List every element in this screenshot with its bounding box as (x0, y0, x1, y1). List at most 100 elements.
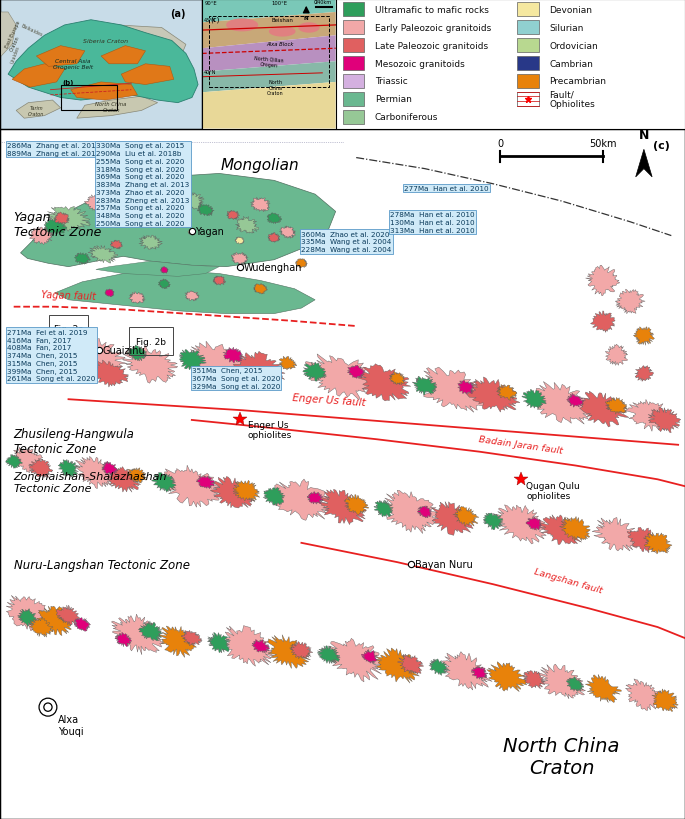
Polygon shape (236, 217, 259, 234)
Polygon shape (108, 467, 141, 492)
Polygon shape (12, 65, 64, 88)
Polygon shape (139, 236, 162, 250)
Polygon shape (96, 262, 219, 277)
Text: Carboniferous: Carboniferous (375, 113, 438, 122)
FancyBboxPatch shape (342, 39, 364, 53)
Polygon shape (526, 517, 541, 531)
Bar (49, 315, 88, 345)
Text: Yagan
Tectonic Zone: Yagan Tectonic Zone (14, 210, 101, 238)
Polygon shape (6, 595, 49, 631)
Polygon shape (380, 491, 440, 534)
Text: Yagan: Yagan (195, 227, 224, 237)
Polygon shape (101, 47, 145, 65)
Polygon shape (197, 476, 214, 489)
Polygon shape (443, 652, 493, 690)
Polygon shape (219, 626, 275, 667)
Polygon shape (105, 289, 114, 297)
Polygon shape (0, 13, 16, 58)
Text: Early Paleozoic granitoids: Early Paleozoic granitoids (375, 24, 491, 33)
Polygon shape (202, 62, 336, 93)
Polygon shape (75, 253, 90, 265)
Polygon shape (21, 174, 336, 267)
Text: East Europe
Craton: East Europe Craton (4, 20, 26, 52)
Polygon shape (651, 689, 678, 712)
Text: North
China
Craton: North China Craton (267, 79, 284, 97)
Polygon shape (158, 183, 184, 201)
Polygon shape (625, 400, 675, 432)
Polygon shape (101, 462, 118, 475)
Text: Nuru-Langshan Tectonic Zone: Nuru-Langshan Tectonic Zone (14, 559, 190, 572)
Polygon shape (615, 290, 645, 314)
Text: Devonian: Devonian (549, 6, 593, 15)
Polygon shape (226, 211, 240, 220)
Text: Ordovician: Ordovician (549, 42, 598, 51)
Polygon shape (29, 459, 53, 478)
Polygon shape (328, 639, 386, 682)
Polygon shape (483, 514, 503, 530)
Polygon shape (182, 631, 202, 646)
Polygon shape (627, 527, 662, 553)
Text: Siberia Craton: Siberia Craton (82, 39, 127, 44)
FancyBboxPatch shape (517, 57, 539, 71)
Polygon shape (202, 0, 336, 23)
Polygon shape (231, 253, 248, 265)
Polygon shape (46, 207, 90, 232)
Polygon shape (307, 492, 323, 505)
Polygon shape (233, 481, 260, 502)
Polygon shape (36, 606, 73, 636)
Polygon shape (471, 667, 488, 680)
Polygon shape (566, 394, 584, 408)
Text: 286Ma  Zhang et al. 2013
889Ma  Zhang et al. 2013: 286Ma Zhang et al. 2013 889Ma Zhang et a… (7, 143, 100, 157)
Polygon shape (121, 65, 174, 85)
FancyBboxPatch shape (342, 111, 364, 124)
Text: Cambrian: Cambrian (549, 60, 593, 69)
Polygon shape (71, 83, 138, 101)
Polygon shape (188, 230, 196, 236)
Polygon shape (560, 517, 590, 542)
Polygon shape (268, 635, 310, 668)
Polygon shape (29, 227, 53, 245)
Polygon shape (305, 355, 381, 400)
Polygon shape (566, 677, 584, 691)
Polygon shape (634, 328, 654, 346)
Polygon shape (251, 198, 270, 212)
Polygon shape (429, 659, 449, 676)
Polygon shape (590, 311, 615, 333)
Text: Permian: Permian (375, 95, 412, 104)
Polygon shape (453, 507, 479, 527)
Polygon shape (183, 342, 255, 386)
Polygon shape (127, 346, 147, 361)
Text: North Qilian
Orogen: North Qilian Orogen (253, 56, 284, 69)
Polygon shape (56, 605, 80, 626)
Polygon shape (138, 621, 163, 641)
FancyBboxPatch shape (342, 93, 364, 106)
Text: 90°E: 90°E (205, 2, 217, 7)
Text: Baikaides: Baikaides (21, 24, 44, 38)
Text: Central Asia
Orogenic Belt: Central Asia Orogenic Belt (53, 59, 92, 70)
FancyBboxPatch shape (517, 39, 539, 53)
FancyBboxPatch shape (0, 0, 202, 129)
Polygon shape (210, 477, 256, 509)
Text: Silurian: Silurian (549, 24, 584, 33)
Text: 351Ma  Chen, 2015
367Ma  Song et al. 2020
329Ma  Song et al. 2020: 351Ma Chen, 2015 367Ma Song et al. 2020 … (192, 368, 280, 390)
Polygon shape (234, 352, 285, 387)
Polygon shape (202, 83, 336, 129)
Polygon shape (208, 633, 231, 654)
Polygon shape (389, 373, 405, 386)
Text: (c): (c) (210, 17, 219, 23)
Text: Mongolian: Mongolian (221, 158, 299, 173)
FancyBboxPatch shape (517, 75, 539, 89)
Polygon shape (362, 649, 377, 664)
Polygon shape (11, 448, 43, 473)
Text: 50km: 50km (589, 138, 616, 149)
Text: (a): (a) (171, 9, 186, 19)
Text: Alxa
Youqi: Alxa Youqi (58, 714, 84, 735)
Polygon shape (374, 648, 420, 683)
Text: North China
Craton: North China Craton (95, 102, 127, 113)
Polygon shape (8, 20, 198, 103)
Polygon shape (347, 365, 365, 379)
Polygon shape (40, 26, 186, 71)
Polygon shape (88, 246, 118, 264)
Polygon shape (90, 360, 129, 387)
Polygon shape (263, 487, 285, 506)
